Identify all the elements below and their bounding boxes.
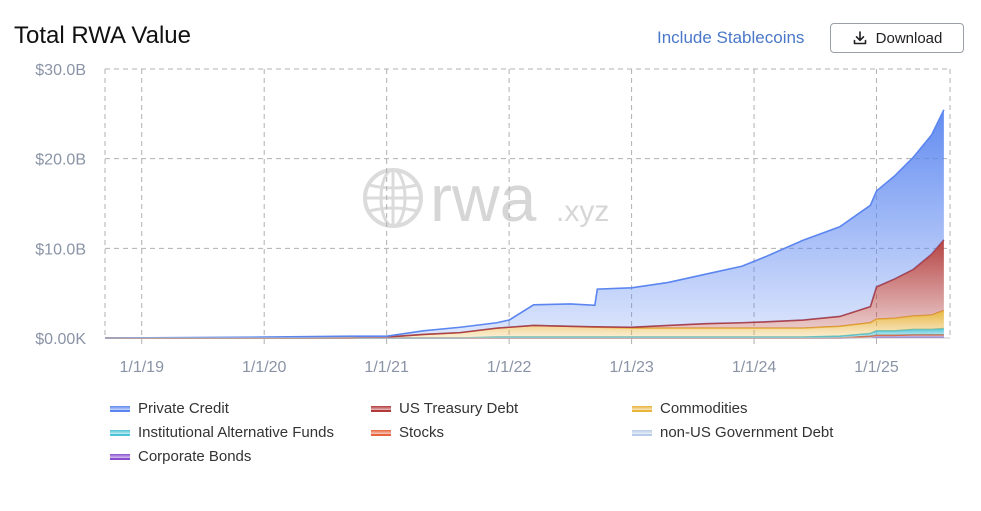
x-tick-label: 1/1/25 [854, 359, 899, 376]
x-tick-label: 1/1/22 [487, 359, 532, 376]
chart-title: Total RWA Value [14, 22, 191, 49]
legend-swatch [632, 429, 652, 436]
legend-item-stocks[interactable]: Stocks [371, 424, 444, 441]
globe-icon [363, 168, 423, 228]
legend-label: US Treasury Debt [399, 400, 519, 417]
legend-swatch [110, 405, 130, 412]
watermark-suffix: .xyz [556, 195, 609, 228]
legend-swatch [632, 405, 652, 412]
legend-item-commodities[interactable]: Commodities [632, 400, 748, 417]
area-commodities [105, 310, 944, 338]
include-stablecoins-toggle[interactable]: Include Stablecoins [657, 28, 805, 47]
legend-item-non-us-government-debt[interactable]: non-US Government Debt [632, 424, 833, 441]
legend-label: Commodities [660, 400, 748, 417]
legend-label: Institutional Alternative Funds [138, 424, 334, 441]
legend-swatch [371, 429, 391, 436]
x-tick-label: 1/1/24 [732, 359, 777, 376]
y-tick-label: $30.0B [35, 62, 86, 79]
y-tick-label: $20.0B [35, 152, 86, 169]
download-label: Download [875, 29, 943, 47]
legend-label: Stocks [399, 424, 445, 441]
x-tick-label: 1/1/21 [364, 359, 409, 376]
legend-swatch [110, 453, 130, 460]
watermark-brand: rwa [430, 161, 537, 235]
watermark: rwa .xyz [363, 161, 609, 235]
area-private-credit [105, 109, 944, 338]
legend-label: non-US Government Debt [660, 424, 834, 441]
legend-item-corporate-bonds[interactable]: Corporate Bonds [110, 448, 251, 465]
download-icon [852, 30, 868, 46]
legend-item-private-credit[interactable]: Private Credit [110, 400, 229, 417]
x-tick-label: 1/1/23 [609, 359, 654, 376]
y-tick-label: $10.0B [35, 241, 86, 258]
legend-swatch [371, 405, 391, 412]
y-tick-label: $0.00K [35, 331, 86, 348]
chart-legend: Private Credit US Treasury Debt Commoditie… [110, 400, 970, 480]
line-private-credit [104, 109, 945, 339]
legend-item-us-treasury-debt[interactable]: US Treasury Debt [371, 400, 518, 417]
x-tick-label: 1/1/19 [119, 359, 164, 376]
legend-label: Private Credit [138, 400, 229, 417]
x-tick-label: 1/1/20 [242, 359, 287, 376]
legend-label: Corporate Bonds [138, 448, 252, 465]
download-button[interactable]: Download [830, 23, 964, 53]
legend-swatch [110, 429, 130, 436]
legend-item-institutional-alternative-funds[interactable]: Institutional Alternative Funds [110, 424, 334, 441]
rwa-area-chart: rwa .xyz $0.00K $10.0B $20.0B $30.0B 1/1/19 1/1… [35, 62, 951, 376]
